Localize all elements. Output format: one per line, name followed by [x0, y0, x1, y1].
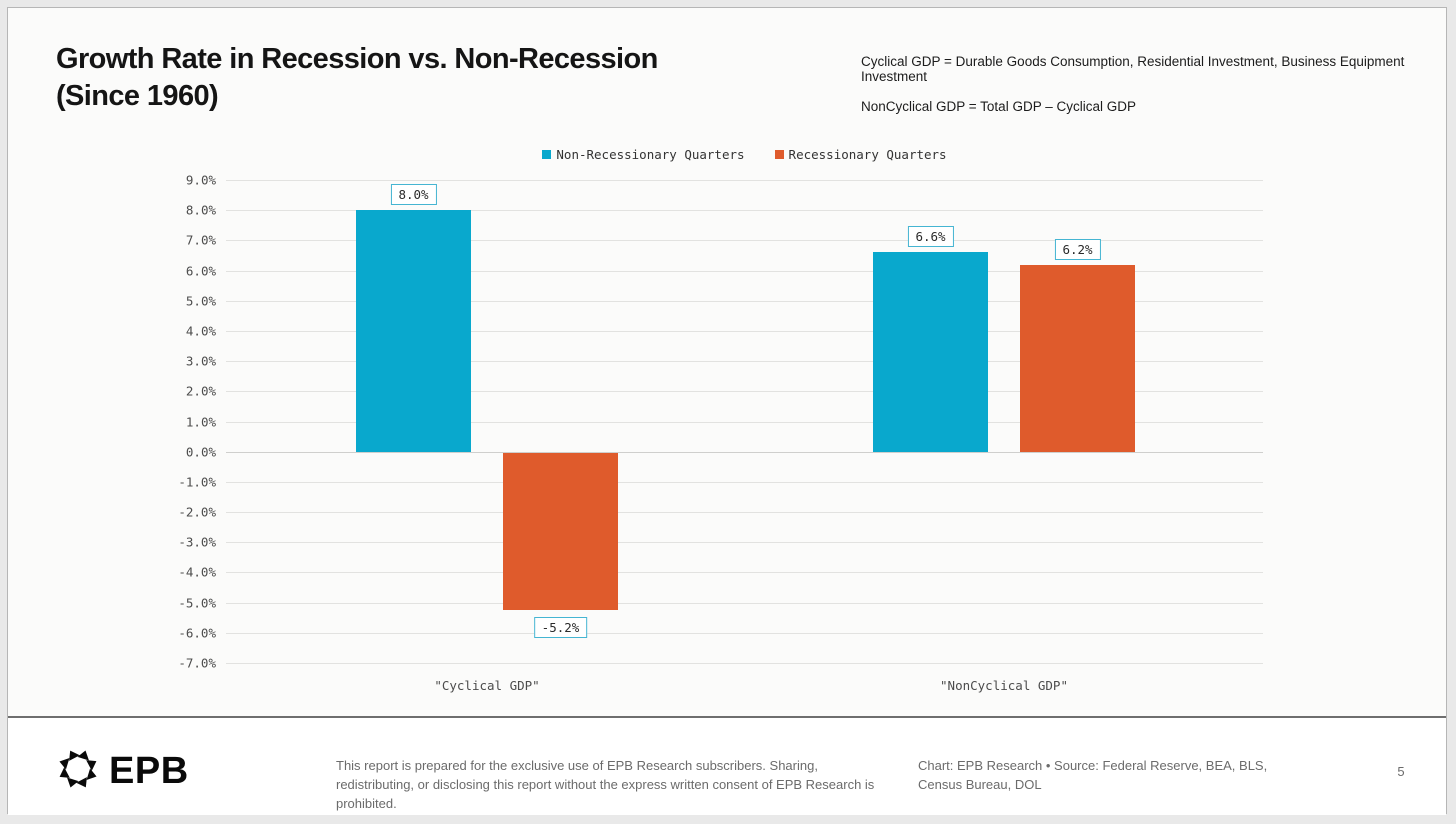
cyclical-gdp-definition: Cyclical GDP = Durable Goods Consumption… — [861, 54, 1405, 84]
y-tick-label: 5.0% — [185, 293, 216, 309]
gridline — [226, 361, 1263, 363]
logo-wordmark: EPB — [109, 750, 189, 792]
y-tick-label: -4.0% — [178, 564, 216, 580]
gridline — [226, 602, 1263, 604]
bar-value-label: 6.2% — [1054, 238, 1101, 260]
gridline — [226, 451, 1263, 453]
y-tick-label: -6.0% — [178, 625, 216, 641]
y-tick-label: -1.0% — [178, 474, 216, 490]
growth-rate-bar-chart: Non-Recessionary Quarters Recessionary Qu… — [8, 8, 1446, 716]
legend-item: Non-Recessionary Quarters — [542, 147, 745, 162]
x-category-label: "Cyclical GDP" — [434, 678, 540, 693]
y-tick-label: -3.0% — [178, 534, 216, 550]
bar-non-recessionary-1 — [873, 252, 988, 452]
gridline — [226, 240, 1263, 242]
bar-recessionary-1 — [1020, 264, 1135, 452]
bar-value-label: -5.2% — [533, 616, 588, 638]
gridline — [226, 180, 1263, 181]
title-line-1: Growth Rate in Recession vs. Non-Recessi… — [56, 43, 658, 75]
report-slide: Growth Rate in Recession vs. Non-Recessi… — [7, 7, 1447, 815]
bar-value-label: 6.6% — [907, 226, 954, 248]
page-title: Growth Rate in Recession vs. Non-Recessi… — [56, 41, 756, 115]
epb-logo: EPB — [55, 746, 189, 797]
gridline — [226, 572, 1263, 574]
legend-label: Non-Recessionary Quarters — [556, 147, 745, 162]
y-tick-label: 8.0% — [185, 202, 216, 218]
chart-legend: Non-Recessionary Quarters Recessionary Qu… — [226, 147, 1263, 162]
disclaimer-text: This report is prepared for the exclusiv… — [336, 758, 875, 811]
plot-area: 9.0% 8.0% 7.0% 6.0% 5.0% 4.0% 3.0% 2.0% 1.0% 0.0%… — [178, 173, 1263, 693]
chart-panel: Growth Rate in Recession vs. Non-Recessi… — [8, 8, 1446, 718]
noncyclical-gdp-definition: NonCyclical GDP = Total GDP – Cyclical G… — [861, 99, 1136, 114]
y-tick-label: 4.0% — [185, 323, 216, 339]
legend-item: Recessionary Quarters — [774, 147, 947, 162]
chart-source-credit: Chart: EPB Research • Source: Federal Re… — [918, 758, 1268, 792]
bar-recessionary-0 — [503, 452, 618, 610]
bar-non-recessionary-0 — [356, 210, 471, 452]
x-category-label: "NonCyclical GDP" — [940, 678, 1068, 693]
gridline — [226, 210, 1263, 212]
gridline — [226, 391, 1263, 393]
y-tick-label: -7.0% — [178, 655, 216, 671]
legend-label: Recessionary Quarters — [788, 147, 947, 162]
bar-value-label: 8.0% — [390, 184, 437, 206]
legend-swatch-icon — [774, 150, 784, 159]
gridline — [226, 632, 1263, 634]
y-tick-label: 6.0% — [185, 263, 216, 279]
gridline — [226, 421, 1263, 423]
report-footer: EPB This report is prepared for the excl… — [8, 718, 1446, 815]
y-tick-label: 3.0% — [185, 353, 216, 369]
y-tick-label: 9.0% — [185, 172, 216, 188]
legend-swatch-icon — [542, 150, 552, 159]
gridline — [226, 512, 1263, 514]
title-line-2: (Since 1960) — [56, 80, 219, 112]
gridline — [226, 542, 1263, 544]
y-tick-label: 7.0% — [185, 232, 216, 248]
gridline — [226, 663, 1263, 664]
definition-notes: Cyclical GDP = Durable Goods Consumption… — [861, 54, 1431, 129]
gridline — [226, 300, 1263, 302]
y-tick-label: 0.0% — [185, 444, 216, 460]
y-tick-label: 1.0% — [185, 414, 216, 429]
y-tick-label: -2.0% — [178, 504, 216, 520]
gridline — [226, 330, 1263, 332]
gridline — [226, 481, 1263, 483]
aperture-icon — [55, 746, 101, 797]
page-number: 5 — [1397, 764, 1405, 779]
y-tick-label: -5.0% — [178, 595, 216, 611]
gridline — [226, 270, 1263, 272]
y-tick-label: 2.0% — [185, 383, 216, 399]
